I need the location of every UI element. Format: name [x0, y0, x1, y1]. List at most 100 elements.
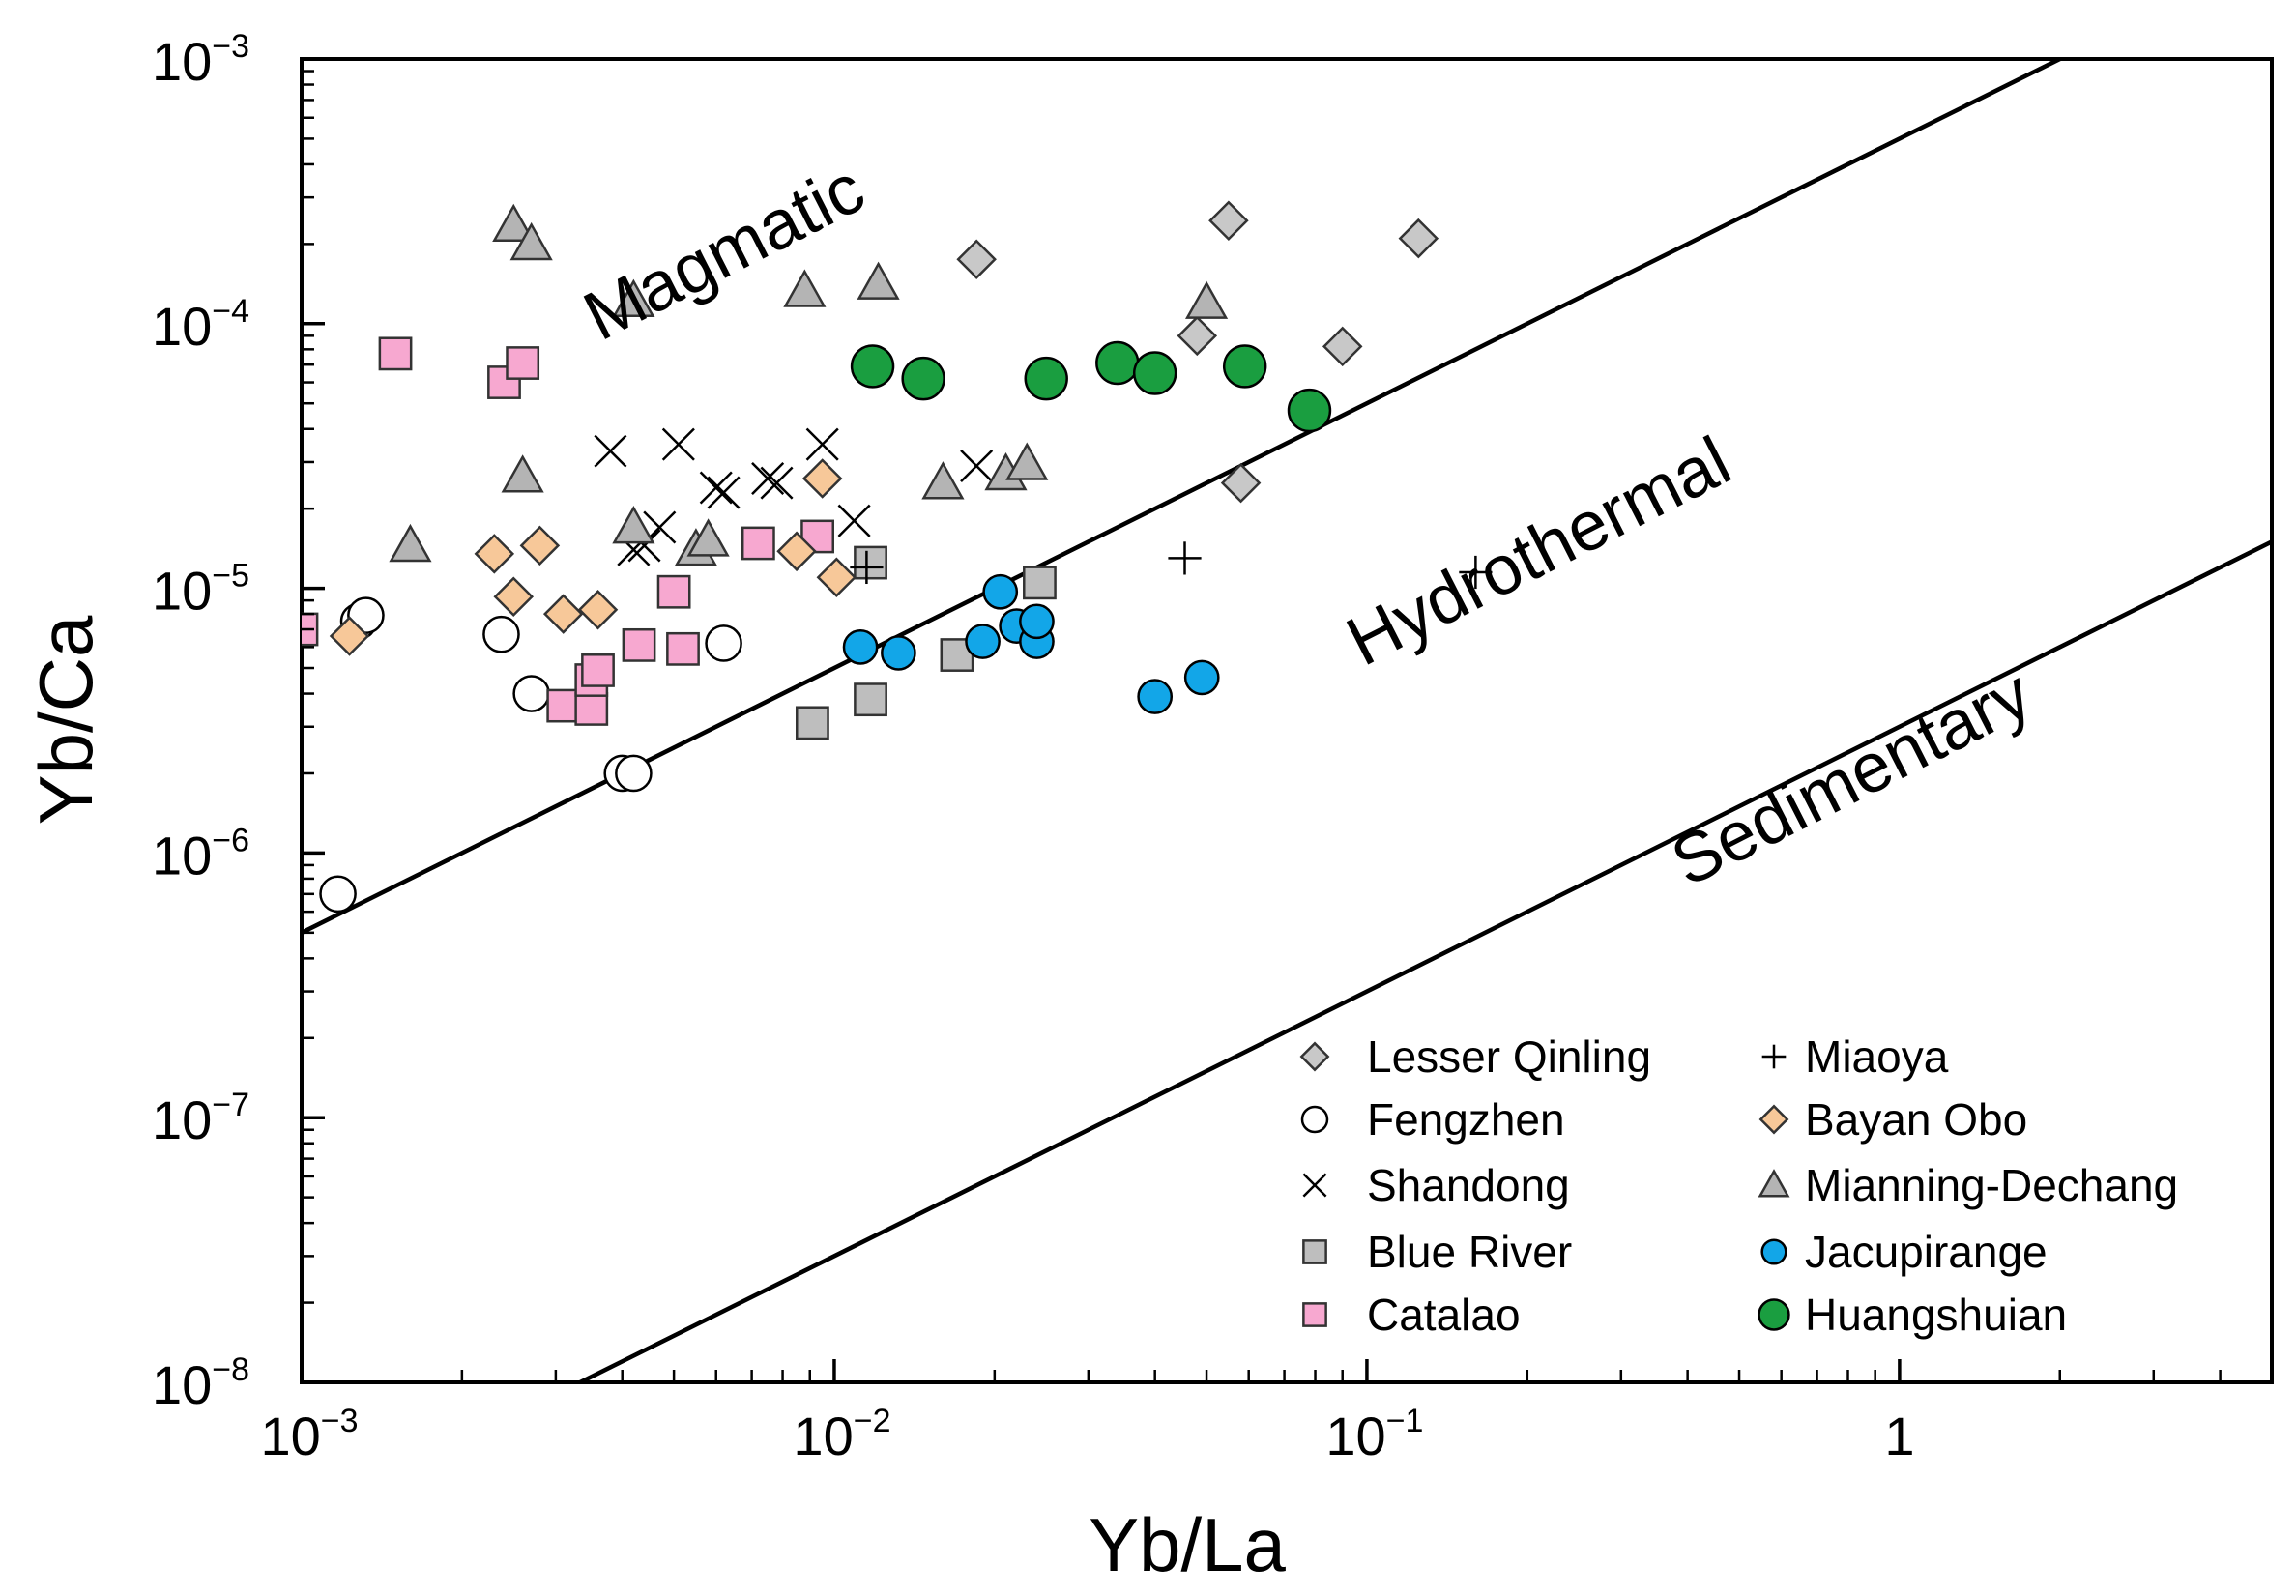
legend-item-mianning-dechang: Mianning-Dechang — [1758, 1160, 2178, 1210]
point-shandong — [751, 461, 785, 496]
point-huangshuian — [1132, 351, 1177, 395]
point-blue-river — [854, 545, 887, 580]
x-stroke — [594, 434, 627, 468]
point-blue-river — [854, 682, 887, 717]
legend-marker-jacupirange — [1760, 1238, 1787, 1265]
legend-marker-huangshuian — [1758, 1298, 1790, 1331]
point-bayan-obo — [577, 589, 619, 630]
x-stroke — [960, 449, 994, 483]
legend-item-catalao: Catalao — [1302, 1290, 1521, 1340]
point-shandong — [661, 427, 695, 461]
point-bayan-obo — [801, 458, 843, 499]
series-huangshuian — [850, 340, 1332, 433]
point-mianning-dechang — [783, 269, 827, 307]
plot-frame — [300, 57, 2274, 1384]
legend-label-catalao: Catalao — [1367, 1290, 1521, 1340]
point-lesser-qinling — [956, 239, 997, 280]
point-huangshuian — [1095, 340, 1140, 386]
point-mianning-dechang — [857, 261, 900, 300]
point-lesser-qinling — [1177, 315, 1218, 357]
series-lesser-qinling — [956, 200, 1439, 504]
point-catalao — [622, 627, 656, 662]
series-mianning-dechang — [389, 203, 1229, 566]
point-jacupirange — [881, 635, 916, 671]
legend-label-blue-river: Blue River — [1367, 1227, 1572, 1277]
y-tick-label: 10−6 — [152, 822, 249, 885]
legend-label-huangshuian: Huangshuian — [1805, 1290, 2067, 1340]
point-bayan-obo — [776, 531, 817, 572]
point-jacupirange — [1137, 679, 1174, 714]
point-blue-river — [795, 706, 829, 740]
point-catalao — [666, 631, 700, 666]
point-shandong — [805, 427, 839, 461]
series-bayan-obo — [329, 458, 857, 656]
point-miaoya — [850, 550, 884, 585]
region-label-magmatic: Magmatic — [572, 150, 876, 356]
legend-item-bayan-obo: Bayan Obo — [1758, 1094, 2027, 1145]
region-label-sedimentary: Sedimentary — [1660, 655, 2043, 902]
point-mianning-dechang — [686, 518, 730, 557]
series-jacupirange — [842, 573, 1220, 714]
x-stroke — [699, 471, 733, 505]
legend-label-mianning-dechang: Mianning-Dechang — [1805, 1160, 2178, 1210]
legend-label-fengzhen: Fengzhen — [1367, 1094, 1565, 1145]
point-shandong — [760, 466, 794, 500]
point-bayan-obo — [519, 525, 561, 566]
point-bayan-obo — [816, 557, 857, 598]
point-bayan-obo — [493, 576, 535, 617]
x-stroke — [805, 427, 839, 461]
point-fengzhen — [705, 624, 742, 662]
x-stroke — [627, 529, 661, 563]
legend-marker-blue-river — [1302, 1239, 1327, 1264]
point-mianning-dechang — [921, 461, 965, 500]
point-catalao — [378, 336, 413, 371]
x-tick-label: 10−3 — [260, 1403, 358, 1466]
legend-marker-miaoya — [1761, 1044, 1787, 1069]
y-tick-label: 10−4 — [152, 293, 249, 357]
point-mianning-dechang — [612, 506, 655, 544]
y-tick-label: 10−3 — [152, 28, 249, 92]
point-huangshuian — [1024, 356, 1068, 401]
point-catalao — [656, 574, 691, 609]
y-axis-title: Yb/Ca — [23, 615, 108, 825]
x-stroke — [760, 466, 794, 500]
y-tick-label: 10−7 — [152, 1087, 249, 1150]
y-tick-label: 10−5 — [152, 558, 249, 622]
data-markers — [302, 200, 1493, 914]
point-lesser-qinling — [1322, 326, 1363, 367]
point-catalao — [581, 653, 615, 687]
point-fengzhen — [319, 875, 357, 914]
series-miaoya — [850, 541, 1493, 590]
x-stroke — [707, 476, 741, 509]
x-axis-title: Yb/La — [1089, 1502, 1286, 1587]
point-shandong — [594, 434, 627, 468]
point-catalao — [506, 346, 540, 380]
legend-label-bayan-obo: Bayan Obo — [1805, 1094, 2027, 1145]
legend-marker-mianning-dechang — [1758, 1169, 1790, 1198]
legend-marker-lesser-qinling — [1299, 1041, 1330, 1072]
legend-item-shandong: Shandong — [1302, 1160, 1570, 1210]
point-bayan-obo — [542, 594, 584, 634]
point-jacupirange — [1019, 603, 1055, 640]
legend-item-blue-river: Blue River — [1302, 1227, 1572, 1277]
boundary-line-magmatic-hydrothermal — [302, 59, 2065, 935]
point-catalao — [546, 688, 581, 723]
legend-label-jacupirange: Jacupirange — [1805, 1227, 2048, 1277]
point-catalao — [574, 692, 609, 726]
legend-marker-shandong — [1302, 1173, 1327, 1198]
legend-marker-fengzhen — [1300, 1105, 1329, 1134]
boundary-line-hydrothermal-sedimentary — [575, 539, 2272, 1382]
point-fengzhen — [615, 754, 653, 793]
point-mianning-dechang — [389, 523, 432, 563]
point-jacupirange — [982, 573, 1019, 610]
point-jacupirange — [1183, 659, 1220, 696]
x-stroke — [837, 504, 871, 537]
point-miaoya — [1168, 541, 1202, 575]
point-fengzhen — [512, 675, 550, 712]
point-mianning-dechang — [492, 203, 536, 243]
series-catalao — [302, 336, 834, 726]
point-bayan-obo — [329, 616, 370, 656]
point-lesser-qinling — [1208, 200, 1249, 242]
